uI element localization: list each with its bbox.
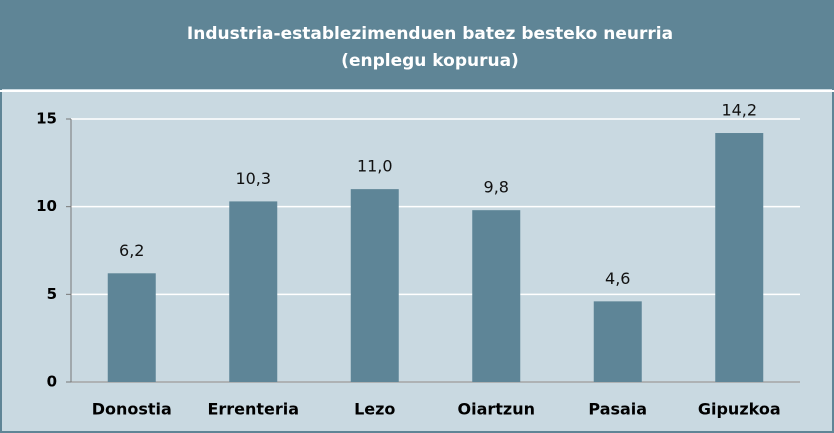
bar (593, 301, 642, 382)
bar (107, 273, 156, 382)
value-label: 14,2 (721, 101, 757, 120)
value-label: 6,2 (119, 241, 144, 260)
x-tick-label: Donostia (92, 400, 172, 419)
bar (350, 189, 399, 382)
bar (472, 210, 521, 382)
value-label: 4,6 (605, 269, 630, 288)
x-tick-label: Errenteria (207, 400, 299, 419)
x-tick-label: Lezo (354, 400, 395, 419)
title-band (1, 1, 833, 89)
y-tick-label: 15 (36, 110, 57, 128)
value-label: 9,8 (484, 178, 509, 197)
x-tick-label: Oiartzun (457, 400, 535, 419)
value-label: 10,3 (235, 169, 271, 188)
bar (229, 201, 278, 382)
x-tick-label: Gipuzkoa (698, 400, 781, 419)
bar (715, 133, 764, 382)
y-tick-label: 0 (47, 373, 57, 391)
chart-title: Industria-establezimenduen batez besteko… (187, 24, 673, 44)
value-label: 11,0 (357, 157, 393, 176)
y-tick-label: 5 (47, 285, 57, 303)
x-tick-label: Pasaia (588, 400, 647, 419)
y-tick-label: 10 (36, 197, 57, 215)
chart-subtitle: (enplegu kopurua) (341, 51, 519, 71)
